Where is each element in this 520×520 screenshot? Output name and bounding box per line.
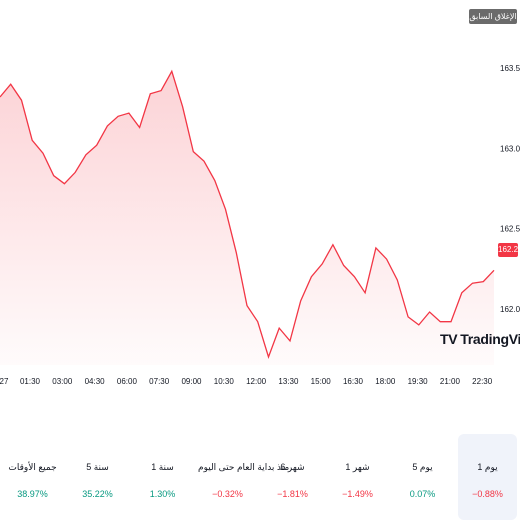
x-tick-label: 04:30 (85, 377, 106, 386)
period-label: 5 يوم (412, 462, 433, 472)
last-price-tag: 162.242 (498, 243, 520, 257)
period-tab-all[interactable]: جميع الأوقات 38.97% (3, 434, 62, 520)
period-tab-5d[interactable]: 5 يوم 0.07% (393, 434, 452, 520)
price-area (0, 71, 494, 366)
x-tick-label: 27 (0, 377, 9, 386)
x-tick-label: 07:30 (149, 377, 170, 386)
brand-name: TradingView (460, 331, 520, 347)
period-label: 1 يوم (477, 462, 498, 472)
period-change: −1.81% (277, 489, 308, 499)
x-tick-label: 03:00 (52, 377, 73, 386)
period-change: 35.22% (82, 489, 113, 499)
x-tick-label: 18:00 (375, 377, 396, 386)
period-tab-6m[interactable]: 6 شهر −1.81% (263, 434, 322, 520)
period-label: 6 شهر (280, 462, 305, 472)
period-label: جميع الأوقات (8, 462, 57, 472)
x-tick-label: 06:00 (117, 377, 138, 386)
period-tab-ytd[interactable]: منذ بداية العام حتى اليوم −0.32% (198, 434, 290, 520)
period-label: 1 سنة (151, 462, 174, 472)
period-tabs: 1 يوم −0.88% 5 يوم 0.07% 1 شهر −1.49% 6 … (0, 434, 520, 520)
price-chart[interactable]: 163.500 163.000 162.500 162.000 27 01:30 03:0… (0, 0, 520, 395)
y-tick-label: 163.000 (500, 144, 520, 153)
x-tick-label: 15:00 (311, 377, 332, 386)
tradingview-logo-icon: TV (440, 331, 458, 347)
x-tick-label: 09:00 (181, 377, 202, 386)
chart-svg: 163.500 163.000 162.500 162.000 27 01:30 03:0… (0, 64, 520, 386)
period-label: منذ بداية العام حتى اليوم (198, 462, 290, 472)
y-tick-label: 162.500 (500, 225, 520, 234)
period-change: 1.30% (149, 489, 176, 499)
price-line (0, 69, 495, 360)
x-tick-label: 22:30 (472, 377, 493, 386)
x-tick-label: 21:00 (440, 377, 461, 386)
period-label: 5 سنة (86, 462, 109, 472)
previous-close-label: الإغلاق السابق (469, 12, 517, 21)
period-tab-1y[interactable]: 1 سنة 1.30% (133, 434, 192, 520)
x-tick-label: 12:00 (246, 377, 267, 386)
period-tab-1d[interactable]: 1 يوم −0.88% (458, 434, 517, 520)
period-change: 38.97% (17, 489, 48, 499)
x-tick-label: 16:30 (343, 377, 364, 386)
y-tick-label: 162.000 (500, 305, 520, 314)
previous-close-tag: الإغلاق السابق (469, 9, 517, 24)
x-tick-label: 10:30 (214, 377, 235, 386)
period-label: 1 شهر (345, 462, 370, 472)
x-tick-label: 19:30 (408, 377, 429, 386)
period-tab-5y[interactable]: 5 سنة 35.22% (68, 434, 127, 520)
x-tick-label: 01:30 (20, 377, 41, 386)
period-change: −0.32% (212, 489, 243, 499)
tradingview-brand[interactable]: TV TradingView (440, 331, 520, 347)
period-change: −0.88% (472, 489, 503, 499)
period-change: −1.49% (342, 489, 373, 499)
period-change: 0.07% (409, 489, 436, 499)
period-tab-1m[interactable]: 1 شهر −1.49% (328, 434, 387, 520)
x-tick-label: 13:30 (278, 377, 299, 386)
y-tick-label: 163.500 (500, 64, 520, 73)
